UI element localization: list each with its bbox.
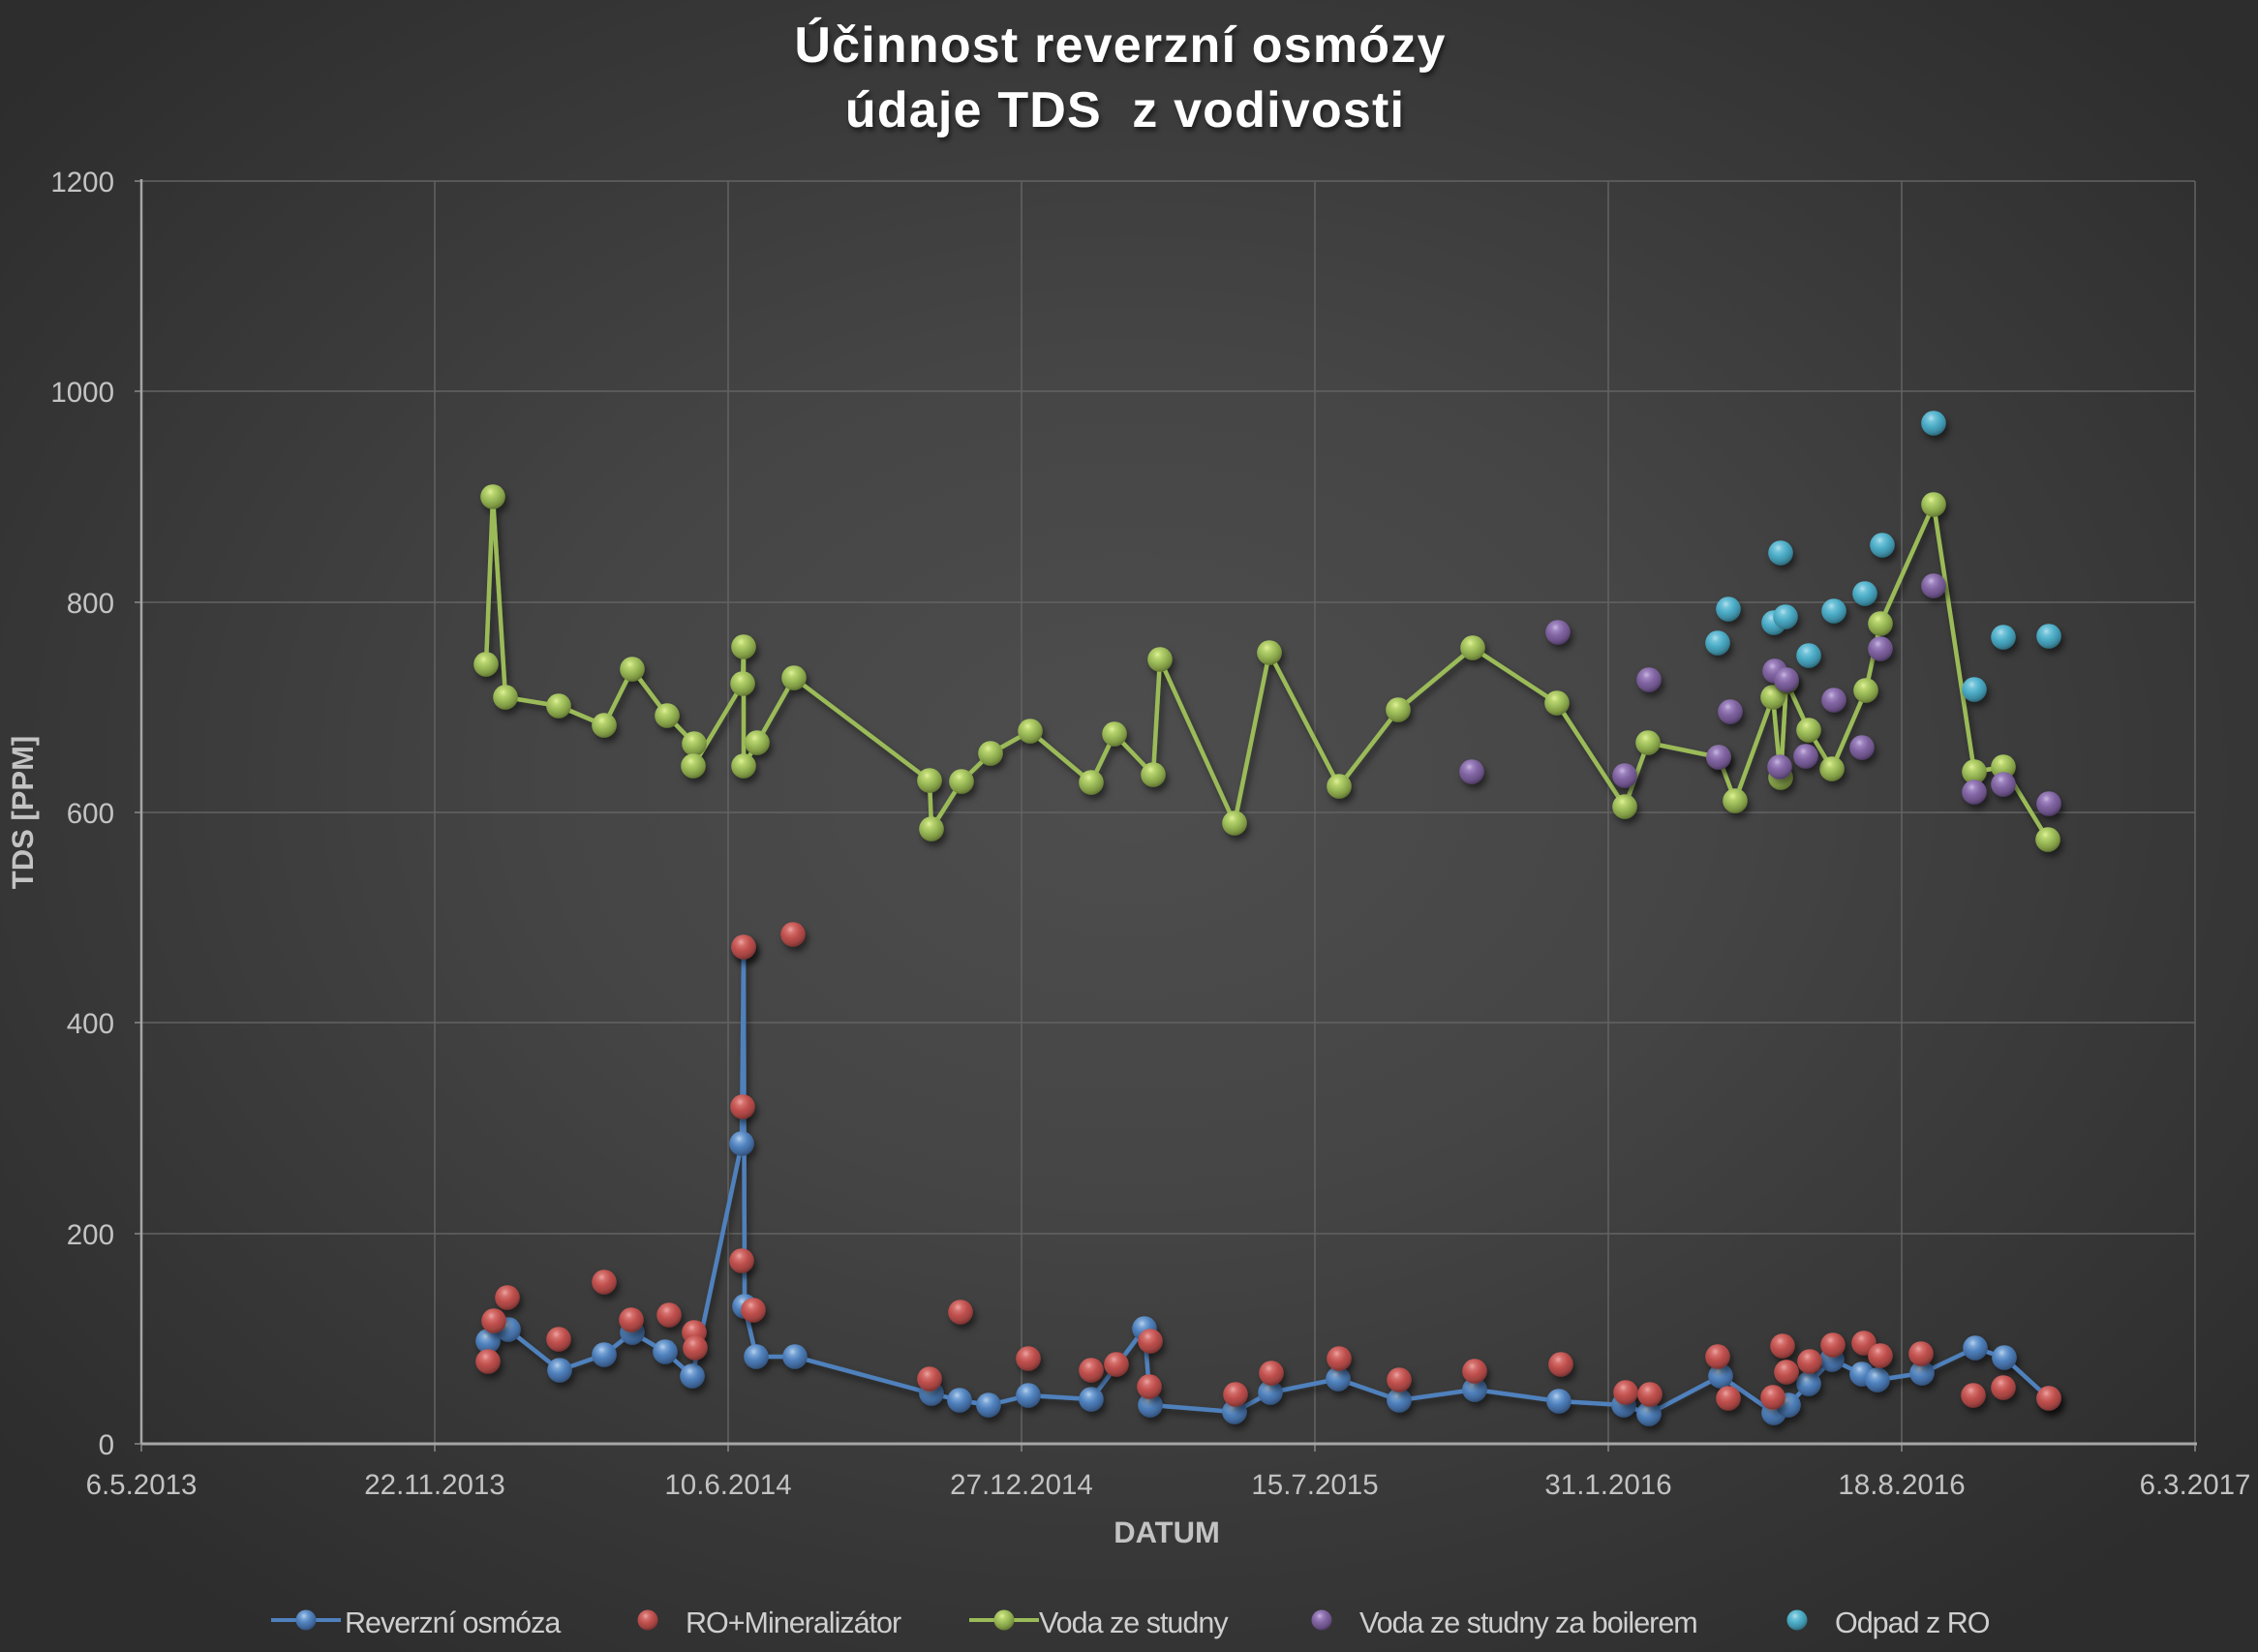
svg-text:DATUM: DATUM [1114,1515,1220,1549]
svg-text:Voda ze studny za boilerem: Voda ze studny za boilerem [1359,1606,1697,1639]
svg-text:0: 0 [99,1429,114,1461]
svg-text:27.12.2014: 27.12.2014 [950,1469,1093,1501]
svg-text:18.8.2016: 18.8.2016 [1838,1469,1965,1501]
svg-text:400: 400 [67,1008,114,1040]
svg-text:údaje TDS z vodivosti: údaje TDS z vodivosti [845,82,1405,138]
svg-text:200: 200 [67,1219,114,1251]
svg-text:RO+Mineralizátor: RO+Mineralizátor [686,1606,901,1639]
svg-text:Reverzní osmóza: Reverzní osmóza [345,1606,561,1639]
svg-text:TDS [PPM]: TDS [PPM] [6,736,40,889]
svg-text:31.1.2016: 31.1.2016 [1544,1469,1671,1501]
svg-text:22.11.2013: 22.11.2013 [364,1469,504,1501]
svg-text:10.6.2014: 10.6.2014 [664,1469,791,1501]
svg-text:Voda ze studny: Voda ze studny [1039,1606,1229,1639]
svg-text:1200: 1200 [50,167,114,199]
svg-text:1000: 1000 [50,377,114,409]
svg-text:6.3.2017: 6.3.2017 [2140,1469,2251,1501]
svg-text:15.7.2015: 15.7.2015 [1251,1469,1378,1501]
svg-text:600: 600 [67,798,114,830]
svg-text:Účinnost reverzní osmózy: Účinnost reverzní osmózy [794,16,1446,74]
svg-text:800: 800 [67,588,114,620]
svg-text:Odpad z RO: Odpad z RO [1835,1606,1990,1639]
svg-text:6.5.2013: 6.5.2013 [86,1469,198,1501]
